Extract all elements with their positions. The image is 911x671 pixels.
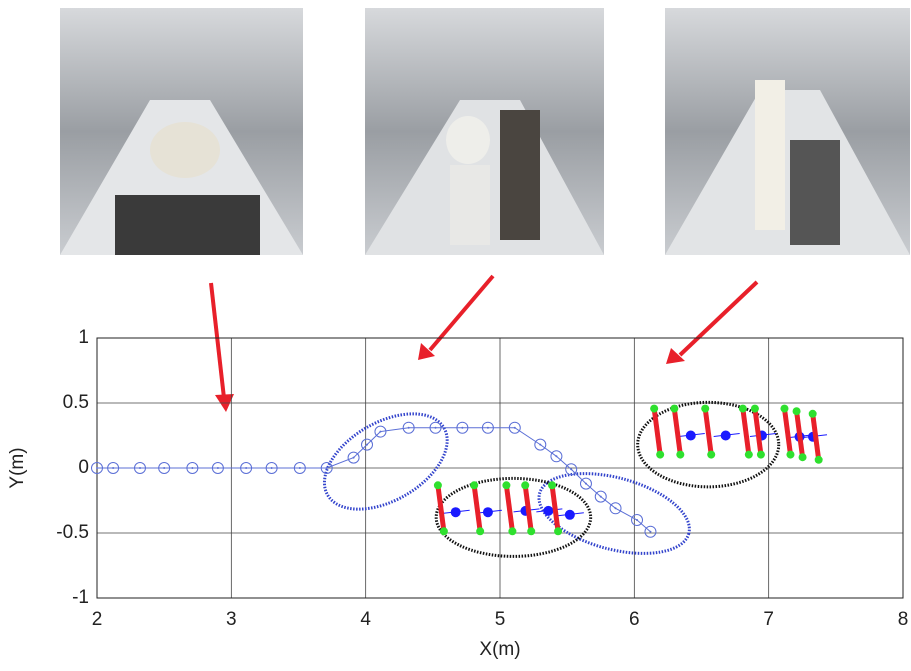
leg-mark [552, 485, 558, 531]
trajectory-point-center [353, 457, 355, 459]
arrow [211, 276, 757, 412]
trajectory-point-center [245, 467, 247, 469]
leg-mark [797, 411, 803, 457]
trajectory-point-center [585, 483, 587, 485]
leg-end [670, 405, 678, 413]
photo [665, 8, 910, 255]
x-axis-label: X(m) [479, 639, 520, 660]
trajectory-point-center [326, 467, 328, 469]
leg-end [676, 451, 684, 459]
leg-end [799, 453, 807, 461]
trajectory-point-center [163, 467, 165, 469]
trajectory-point-center [379, 431, 381, 433]
leg-end [745, 451, 753, 459]
person-point [483, 507, 493, 517]
person-point [451, 507, 461, 517]
leg-end [527, 527, 535, 535]
trajectory-point-center [539, 444, 541, 446]
leg-end [656, 451, 664, 459]
trajectory-point-center [636, 519, 638, 521]
leg-mark [506, 485, 512, 531]
leg-end [440, 527, 448, 535]
person-point [721, 431, 731, 441]
trajectory-point-center [366, 444, 368, 446]
leg-end [707, 451, 715, 459]
leg-end [786, 451, 794, 459]
leg-end [757, 451, 765, 459]
leg-mark [654, 409, 660, 455]
x-tick-label: 8 [898, 609, 909, 630]
person-point [543, 506, 553, 516]
leg-end [809, 410, 817, 418]
trajectory-point-center [271, 467, 273, 469]
leg-end [434, 481, 442, 489]
trajectory-point-center [487, 427, 489, 429]
trajectory-point-center [217, 467, 219, 469]
trajectory-point-center [615, 507, 617, 509]
trajectory-point-center [139, 467, 141, 469]
y-tick-label: 0.5 [63, 392, 89, 413]
leg-mark [705, 409, 711, 455]
x-tick-label: 4 [360, 609, 371, 630]
leg-mark [525, 485, 531, 531]
figure: 2 3 4 5 6 7 8 1 0.5 0 -0.5 -1 X(m) Y(m) [0, 0, 911, 666]
y-tick-label: 0 [78, 457, 89, 478]
trajectory-point-center [461, 427, 463, 429]
trajectory-point-center [570, 468, 572, 470]
trajectory-point-center [191, 467, 193, 469]
leg-end [751, 405, 759, 413]
leg-end [780, 405, 788, 413]
leg-end [521, 481, 529, 489]
x-tick-label: 3 [226, 609, 237, 630]
leg-mark [438, 485, 444, 531]
person-point [565, 510, 575, 520]
leg-end [815, 456, 823, 464]
photo [60, 8, 303, 255]
leg-end [476, 527, 484, 535]
y-axis-label: Y(m) [7, 447, 28, 488]
leg-end [502, 481, 510, 489]
leg-end [508, 527, 516, 535]
person-point [686, 431, 696, 441]
y-tick-label: 1 [78, 327, 89, 348]
plot-area: 2 3 4 5 6 7 8 1 0.5 0 -0.5 -1 [56, 327, 908, 630]
trajectory-point-center [555, 455, 557, 457]
leg-mark [784, 409, 790, 455]
leg-mark [813, 414, 819, 460]
leg-mark [474, 485, 480, 531]
trajectory-point-center [408, 427, 410, 429]
leg-end [701, 405, 709, 413]
leg-end [470, 481, 478, 489]
x-tick-label: 2 [92, 609, 103, 630]
leg-end [739, 405, 747, 413]
leg-end [554, 527, 562, 535]
y-tick-label: -1 [72, 587, 89, 608]
x-tick-label: 6 [629, 609, 640, 630]
trajectory-point-center [112, 467, 114, 469]
trajectory-point-center [649, 531, 651, 533]
leg-mark [743, 409, 749, 455]
x-tick-label: 7 [763, 609, 774, 630]
leg-mark [755, 409, 761, 455]
trajectory-point-center [435, 427, 437, 429]
y-tick-label: -0.5 [56, 522, 89, 543]
trajectory-point-center [96, 467, 98, 469]
x-tick-label: 5 [495, 609, 506, 630]
leg-mark [674, 409, 680, 455]
trajectory-point-center [600, 496, 602, 498]
leg-end [650, 405, 658, 413]
photo [365, 8, 604, 255]
page: {"chart_data":{"type":"trajectory","xlab… [0, 0, 911, 671]
trajectory-point-center [514, 427, 516, 429]
trajectory-point-center [299, 467, 301, 469]
leg-end [548, 481, 556, 489]
leg-end [793, 407, 801, 415]
